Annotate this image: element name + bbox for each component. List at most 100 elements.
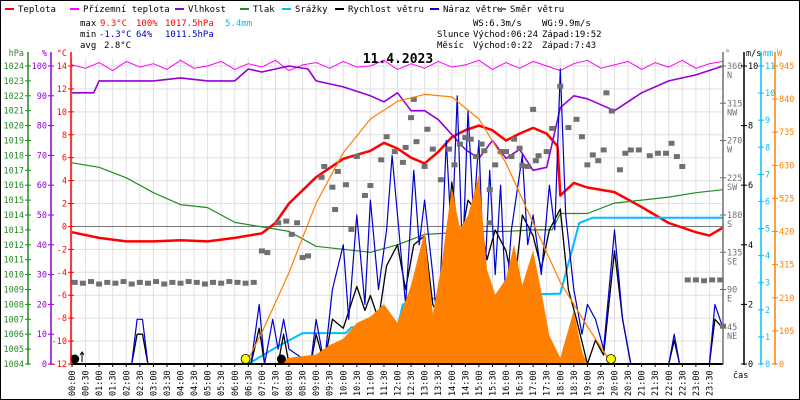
- series: [70, 59, 726, 365]
- pressure-tick-label: 1017: [4, 166, 24, 176]
- radiation-tick-label: 420: [779, 228, 794, 238]
- x-tick-label: 09:30: [326, 370, 336, 396]
- x-axis-label: čas: [733, 370, 748, 381]
- min-humidity: 64%: [136, 30, 153, 40]
- wind-direction-point: [627, 147, 634, 153]
- x-tick-label: 23:30: [705, 370, 715, 396]
- rain-tick-label: 8: [765, 143, 770, 153]
- x-tick-label: 20:00: [611, 370, 621, 396]
- wind-direction-point: [79, 280, 86, 286]
- wind-direction-point: [478, 141, 485, 147]
- wind-direction-point: [169, 279, 176, 285]
- direction-compass-label: S: [727, 220, 732, 230]
- wind-direction-point: [193, 279, 200, 285]
- wind-direction-point: [467, 136, 474, 142]
- avg-temp: 2.8°C: [104, 41, 131, 51]
- series-p-zemn-teplota-line: [71, 59, 724, 72]
- direction-tick-label: 270: [727, 137, 742, 147]
- humidity-tick-label: 50: [37, 211, 47, 221]
- wind-direction-point: [96, 281, 103, 287]
- pressure-tick-label: 1007: [4, 315, 24, 325]
- x-tick-label: 10:00: [339, 370, 349, 396]
- wind-speed-tick-label: 6: [748, 181, 753, 191]
- moonset: Západ:7:43: [542, 41, 596, 51]
- rain-tick-label: 2: [765, 306, 770, 316]
- x-tick-label: 22:30: [678, 370, 688, 396]
- wind-direction-point: [684, 277, 691, 283]
- wind-direction-point: [299, 255, 306, 261]
- radiation-tick-label: 840: [779, 95, 794, 105]
- legend-swatch: [430, 8, 439, 10]
- x-tick-label: 00:00: [68, 370, 78, 396]
- direction-compass-label: W: [727, 146, 733, 156]
- x-tick-label: 07:00: [258, 370, 268, 396]
- wind-direction-point: [654, 150, 661, 156]
- wind-direction-point: [635, 147, 642, 153]
- pressure-tick-label: 1010: [4, 271, 24, 281]
- direction-compass-label: SE: [727, 257, 737, 267]
- pressure-tick-label: 1012: [4, 241, 24, 251]
- temperature-tick-label: 12: [57, 85, 67, 95]
- wind-direction-point: [283, 218, 290, 224]
- wind-direction-point: [218, 280, 225, 286]
- radiation-tick-label: 945: [779, 62, 794, 72]
- x-tick-label: 06:00: [231, 370, 241, 396]
- temperature-tick-label: -2: [57, 245, 67, 255]
- rain-tick-label: 7: [765, 170, 770, 180]
- legend-label: Srážky: [295, 5, 328, 15]
- x-tick-label: 12:30: [407, 370, 417, 396]
- wind-direction-point: [481, 148, 488, 154]
- wind-direction-point: [673, 154, 680, 160]
- x-tick-label: 13:30: [434, 370, 444, 396]
- x-tick-label: 14:30: [461, 370, 471, 396]
- wind-direction-point: [329, 184, 336, 190]
- wind-direction-point: [321, 163, 328, 169]
- wind-direction-point: [342, 182, 349, 188]
- wind-direction-point: [112, 280, 119, 286]
- pressure-tick-label: 1015: [4, 196, 24, 206]
- temperature-tick-label: 8: [62, 131, 67, 141]
- wind-direction-point: [543, 149, 550, 155]
- wind-direction-point: [144, 280, 151, 286]
- wind-direction-point: [383, 134, 390, 140]
- wind-direction-point: [679, 163, 686, 169]
- x-tick-label: 21:00: [638, 370, 648, 396]
- wind-direction-point: [486, 187, 493, 193]
- legend-swatch: [175, 8, 184, 10]
- direction-compass-label: N: [727, 71, 732, 81]
- wind-direction-point: [177, 280, 184, 286]
- wind-speed-tick-label: 2: [748, 300, 753, 310]
- wind-direction-point: [234, 279, 241, 285]
- wind-direction-point: [120, 279, 127, 285]
- wind-direction-point: [573, 116, 580, 122]
- x-tick-label: 03:30: [163, 370, 173, 396]
- x-tick-label: 11:00: [366, 370, 376, 396]
- wind-direction-point: [410, 96, 417, 102]
- rain-tick-label: 0: [765, 360, 770, 370]
- x-tick-label: 02:00: [122, 370, 132, 396]
- pressure-tick-label: 1011: [4, 256, 24, 266]
- legend-swatch: [240, 8, 249, 10]
- wind-direction-point: [294, 220, 301, 226]
- max-label: max: [80, 19, 97, 29]
- wind-direction-point: [332, 207, 339, 213]
- legend: Teplota Přízemní teplota Vlhkost Tlak Srážky…: [5, 5, 564, 15]
- x-tick-label: 15:30: [488, 370, 498, 396]
- x-tick-label: 05:30: [217, 370, 227, 396]
- wind-direction-point: [622, 150, 629, 156]
- wind-direction-point: [668, 140, 675, 146]
- temperature-tick-label: -12: [52, 360, 67, 370]
- humidity-tick-label: 0: [42, 360, 47, 370]
- x-tick-label: 15:00: [475, 370, 485, 396]
- wind-direction-point: [608, 108, 615, 114]
- x-tick-label: 04:00: [177, 370, 187, 396]
- direction-tick-label: 360: [727, 62, 742, 72]
- wind-direction-point: [511, 136, 518, 142]
- temperature-tick-label: 10: [57, 108, 67, 118]
- wind-direction-point: [258, 248, 265, 254]
- wind-direction-point: [424, 126, 431, 132]
- direction-compass-label: NW: [727, 108, 738, 118]
- avg-label: avg: [80, 41, 96, 51]
- x-tick-label: 13:00: [421, 370, 431, 396]
- wind-gust-stat: WG:9.9m/s: [542, 19, 591, 29]
